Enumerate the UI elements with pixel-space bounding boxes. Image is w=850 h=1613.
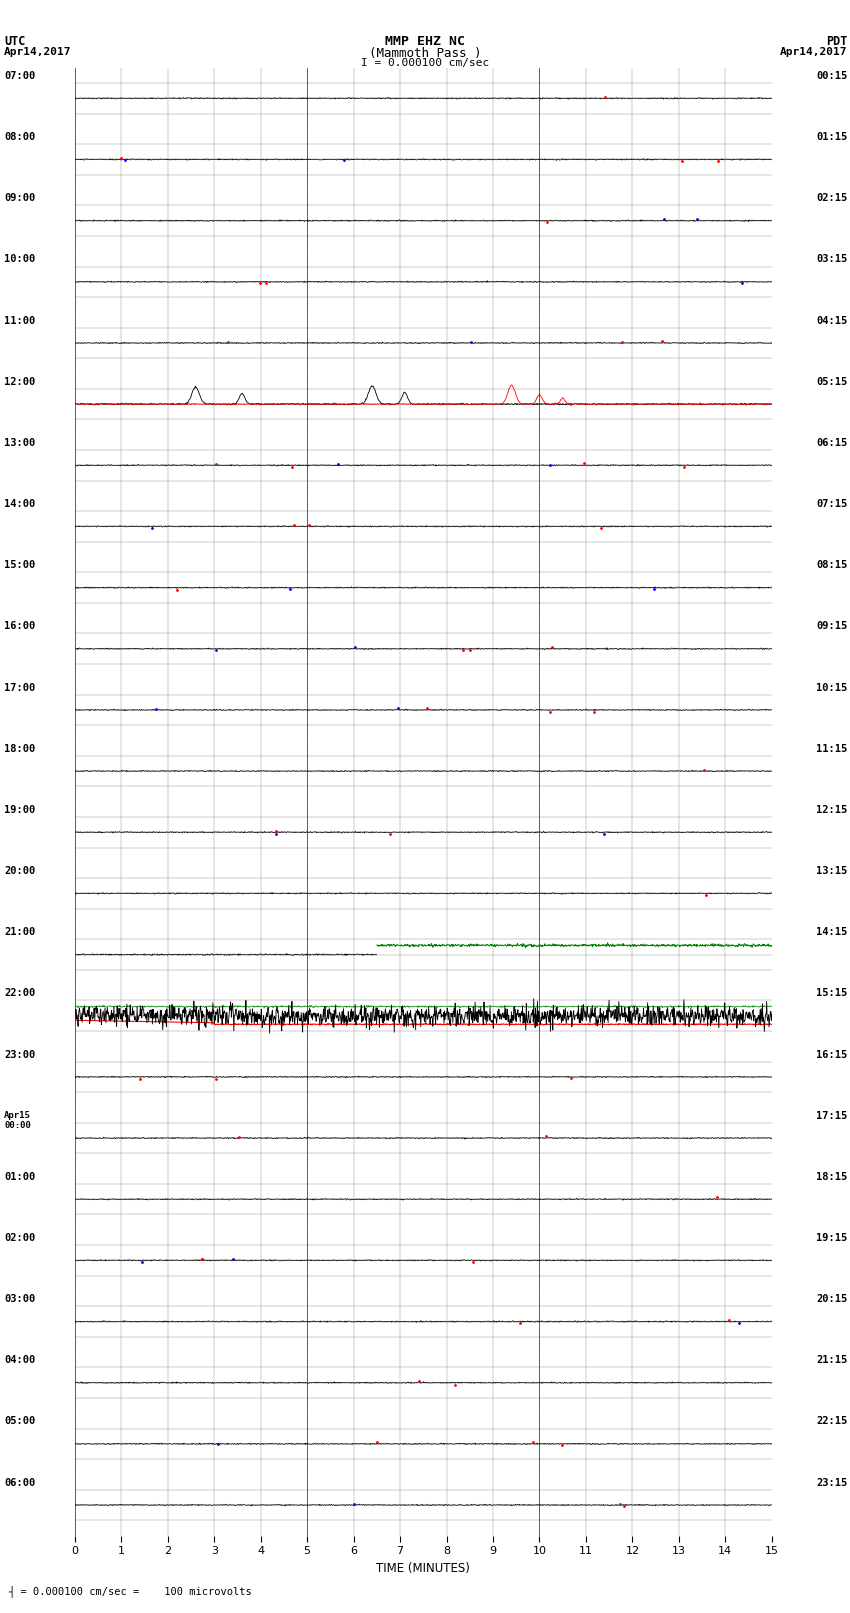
Text: (Mammoth Pass ): (Mammoth Pass ) bbox=[369, 47, 481, 60]
Text: 23:15: 23:15 bbox=[816, 1478, 847, 1487]
Text: Apr14,2017: Apr14,2017 bbox=[4, 47, 71, 56]
Text: 07:00: 07:00 bbox=[4, 71, 36, 81]
Text: PDT: PDT bbox=[826, 35, 847, 48]
Text: 19:00: 19:00 bbox=[4, 805, 36, 815]
Text: 13:15: 13:15 bbox=[816, 866, 847, 876]
Text: 09:15: 09:15 bbox=[816, 621, 847, 631]
Text: 04:00: 04:00 bbox=[4, 1355, 36, 1365]
Text: 18:15: 18:15 bbox=[816, 1171, 847, 1182]
Text: 06:15: 06:15 bbox=[816, 439, 847, 448]
Text: ┤ = 0.000100 cm/sec =    100 microvolts: ┤ = 0.000100 cm/sec = 100 microvolts bbox=[8, 1586, 252, 1597]
Text: Apr14,2017: Apr14,2017 bbox=[780, 47, 847, 56]
Text: 21:15: 21:15 bbox=[816, 1355, 847, 1365]
Text: 08:00: 08:00 bbox=[4, 132, 36, 142]
Text: 03:15: 03:15 bbox=[816, 255, 847, 265]
Text: 21:00: 21:00 bbox=[4, 927, 36, 937]
Text: 07:15: 07:15 bbox=[816, 498, 847, 510]
X-axis label: TIME (MINUTES): TIME (MINUTES) bbox=[377, 1561, 470, 1574]
Text: 22:00: 22:00 bbox=[4, 989, 36, 998]
Text: 18:00: 18:00 bbox=[4, 744, 36, 753]
Text: 16:15: 16:15 bbox=[816, 1050, 847, 1060]
Text: 17:00: 17:00 bbox=[4, 682, 36, 692]
Text: 11:00: 11:00 bbox=[4, 316, 36, 326]
Text: 23:00: 23:00 bbox=[4, 1050, 36, 1060]
Text: 14:00: 14:00 bbox=[4, 498, 36, 510]
Text: UTC: UTC bbox=[4, 35, 26, 48]
Text: 06:00: 06:00 bbox=[4, 1478, 36, 1487]
Text: 20:15: 20:15 bbox=[816, 1294, 847, 1305]
Text: I = 0.000100 cm/sec: I = 0.000100 cm/sec bbox=[361, 58, 489, 68]
Text: 01:15: 01:15 bbox=[816, 132, 847, 142]
Text: 16:00: 16:00 bbox=[4, 621, 36, 631]
Text: 22:15: 22:15 bbox=[816, 1416, 847, 1426]
Text: 13:00: 13:00 bbox=[4, 439, 36, 448]
Text: Apr15
00:00: Apr15 00:00 bbox=[4, 1111, 31, 1131]
Text: 00:15: 00:15 bbox=[816, 71, 847, 81]
Text: 20:00: 20:00 bbox=[4, 866, 36, 876]
Text: MMP EHZ NC: MMP EHZ NC bbox=[385, 35, 465, 48]
Text: 12:00: 12:00 bbox=[4, 377, 36, 387]
Text: 04:15: 04:15 bbox=[816, 316, 847, 326]
Text: 01:00: 01:00 bbox=[4, 1171, 36, 1182]
Text: 08:15: 08:15 bbox=[816, 560, 847, 571]
Text: 09:00: 09:00 bbox=[4, 194, 36, 203]
Text: 10:00: 10:00 bbox=[4, 255, 36, 265]
Text: 19:15: 19:15 bbox=[816, 1232, 847, 1244]
Text: 05:00: 05:00 bbox=[4, 1416, 36, 1426]
Text: 10:15: 10:15 bbox=[816, 682, 847, 692]
Text: 14:15: 14:15 bbox=[816, 927, 847, 937]
Text: 02:15: 02:15 bbox=[816, 194, 847, 203]
Text: 03:00: 03:00 bbox=[4, 1294, 36, 1305]
Text: 11:15: 11:15 bbox=[816, 744, 847, 753]
Text: 02:00: 02:00 bbox=[4, 1232, 36, 1244]
Text: 15:15: 15:15 bbox=[816, 989, 847, 998]
Text: 12:15: 12:15 bbox=[816, 805, 847, 815]
Text: 17:15: 17:15 bbox=[816, 1111, 847, 1121]
Text: 15:00: 15:00 bbox=[4, 560, 36, 571]
Text: 05:15: 05:15 bbox=[816, 377, 847, 387]
